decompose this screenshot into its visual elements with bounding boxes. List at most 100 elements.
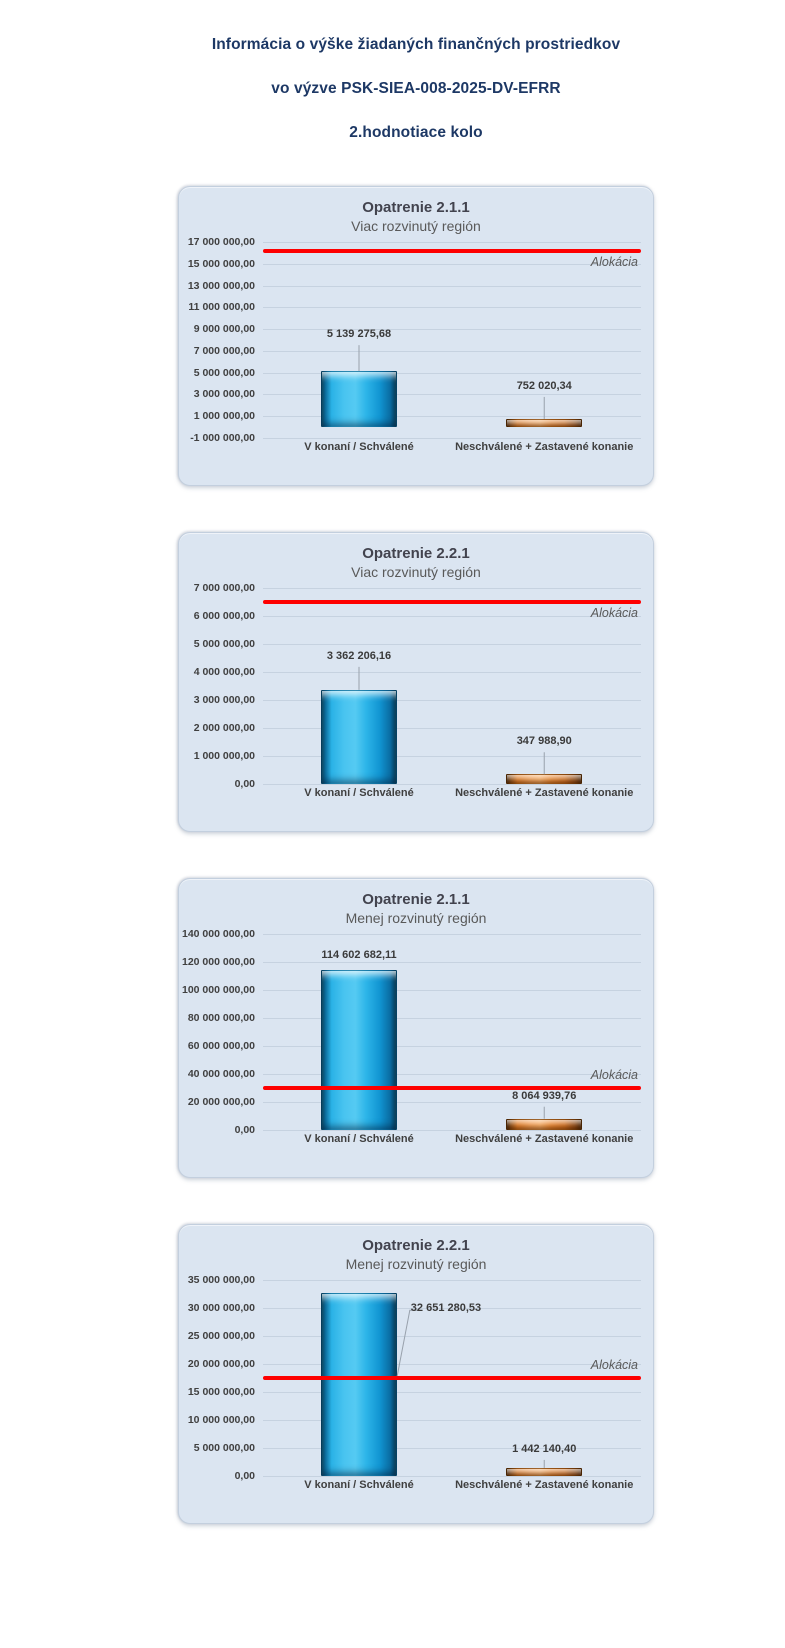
- y-tick-label: 0,00: [234, 778, 255, 790]
- y-tick-label: 25 000 000,00: [187, 1330, 255, 1342]
- gridline: [263, 1046, 641, 1047]
- gridline: [263, 700, 641, 701]
- page-title-line-1: Informácia o výške žiadaných finančných …: [211, 36, 621, 53]
- bar-value-label: 752 020,34: [516, 379, 572, 392]
- leader-lines: [543, 1106, 545, 1119]
- x-category-label: V konaní / Schválené: [304, 1133, 414, 1145]
- y-axis: 35 000 000,00 30 000 000,00 25 000 000,00 2…: [179, 1274, 263, 1482]
- gridline: [263, 728, 641, 729]
- plot-row: 35 000 000,00 30 000 000,00 25 000 000,00 2…: [179, 1274, 653, 1482]
- bar-v-konani-schvalene: [321, 689, 397, 784]
- bar-value-label: 114 602 682,11: [321, 948, 397, 961]
- gridline: [263, 242, 641, 243]
- chart-title: Opatrenie 2.2.1: [362, 1237, 470, 1254]
- y-tick-label: 80 000 000,00: [187, 1012, 255, 1024]
- gridline: [263, 1018, 641, 1019]
- y-tick-label: 140 000 000,00: [182, 928, 255, 940]
- y-tick-label: 9 000 000,00: [193, 323, 255, 336]
- bar-value-label: 8 064 939,76: [512, 1089, 577, 1102]
- y-tick-label: 0,00: [234, 1124, 255, 1136]
- bar-neschvalene-zastavene: [506, 1118, 583, 1130]
- chart-panel-1: Opatrenie 2.1.1 Viac rozvinutý región 17…: [178, 186, 654, 486]
- gridline: [263, 616, 641, 617]
- plot-row: 140 000 000,00 120 000 000,00 100 000 000,…: [179, 928, 653, 1136]
- y-tick-label: 100 000 000,00: [182, 984, 255, 996]
- chart-panel-3: Opatrenie 2.1.1 Menej rozvinutý región 1…: [178, 878, 654, 1178]
- y-tick-label: 6 000 000,00: [193, 610, 255, 622]
- leader-lines: [358, 666, 545, 775]
- gridline: [263, 285, 641, 287]
- y-tick-label: 7 000 000,00: [193, 344, 255, 357]
- chart-title: Opatrenie 2.1.1: [362, 891, 470, 908]
- gridline: [263, 1392, 641, 1393]
- y-tick-label: 35 000 000,00: [187, 1274, 255, 1286]
- bar-neschvalene-zastavene: [506, 418, 583, 428]
- chart-subtitle: Viac rozvinutý región: [351, 218, 481, 234]
- x-axis: V konaní / Schválené Neschválené + Zastav…: [263, 1476, 641, 1496]
- gridline: [263, 1448, 641, 1449]
- page-title-line-2: vo výzve PSK-SIEA-008-2025-DV-EFRR: [271, 80, 561, 97]
- gridline: [263, 962, 641, 963]
- y-tick-label: 20 000 000,00: [187, 1096, 255, 1108]
- gridline: [263, 1336, 641, 1337]
- y-tick-label: 3 000 000,00: [193, 694, 255, 706]
- x-axis: V konaní / Schválené Neschválené + Zastav…: [263, 784, 641, 804]
- gridline: [263, 934, 641, 935]
- gridline: [263, 756, 641, 757]
- allocation-line: [263, 1086, 641, 1090]
- chart-subtitle: Menej rozvinutý región: [345, 910, 487, 926]
- x-category-label: Neschválené + Zastavené konanie: [455, 787, 634, 799]
- y-tick-label: 5 000 000,00: [193, 1442, 255, 1454]
- y-tick-label: 5 000 000,00: [193, 638, 255, 650]
- gridline: [263, 416, 641, 418]
- bar-v-konani-schvalene: [321, 371, 397, 428]
- gridline: [263, 1102, 641, 1103]
- bar-v-konani-schvalene: [321, 1293, 397, 1476]
- x-category-label: V konaní / Schválené: [304, 1479, 414, 1491]
- gridline: [263, 438, 641, 439]
- x-category-label: V konaní / Schválené: [304, 441, 414, 453]
- allocation-line: [263, 600, 641, 604]
- leader-lines: [358, 345, 545, 419]
- x-category-label: Neschválené + Zastavené konanie: [455, 1479, 634, 1491]
- y-axis: 7 000 000,00 6 000 000,00 5 000 000,00 4 00…: [179, 582, 263, 790]
- bar-neschvalene-zastavene: [506, 774, 583, 784]
- chart-subtitle: Viac rozvinutý región: [351, 564, 481, 580]
- allocation-label: Alokácia: [590, 1068, 638, 1082]
- bar-value-label: 347 988,90: [516, 735, 572, 748]
- gridline: [263, 1130, 641, 1131]
- gridline: [263, 372, 641, 374]
- bar-value-label: 3 362 206,16: [326, 649, 392, 662]
- charts-container: Opatrenie 2.1.1 Viac rozvinutý región 17…: [0, 186, 785, 1524]
- bar-value-label: 1 442 140,40: [512, 1442, 577, 1455]
- leader-lines: [396, 1309, 545, 1468]
- gridline: [263, 644, 641, 645]
- page-title: Informácia o výške žiadaných finančných …: [178, 36, 654, 142]
- x-category-label: V konaní / Schválené: [304, 787, 414, 799]
- x-category-label: Neschválené + Zastavené konanie: [455, 1133, 634, 1145]
- gridline: [263, 588, 641, 589]
- y-tick-label: 10 000 000,00: [187, 1414, 255, 1426]
- gridline: [263, 1476, 641, 1477]
- chart-title: Opatrenie 2.1.1: [362, 199, 470, 216]
- y-tick-label: 13 000 000,00: [187, 279, 255, 292]
- gridline: [263, 263, 641, 265]
- chart-panel-2: Opatrenie 2.2.1 Viac rozvinutý región 7 …: [178, 532, 654, 832]
- y-tick-label: 15 000 000,00: [187, 257, 255, 270]
- gridline: [263, 1364, 641, 1365]
- plot-area: 3 362 206,16 347 988,90 Alokácia: [263, 588, 641, 785]
- gridline: [263, 672, 641, 673]
- bar-neschvalene-zastavene: [506, 1467, 583, 1476]
- bar-v-konani-schvalene: [321, 969, 397, 1130]
- y-tick-label: 7 000 000,00: [193, 582, 255, 594]
- bar-value-label: 5 139 275,68: [326, 328, 392, 341]
- gridline: [263, 784, 641, 785]
- y-axis: 140 000 000,00 120 000 000,00 100 000 000,…: [179, 928, 263, 1136]
- y-tick-label: 5 000 000,00: [193, 366, 255, 379]
- y-tick-label: 30 000 000,00: [187, 1302, 255, 1314]
- y-tick-label: 60 000 000,00: [187, 1040, 255, 1052]
- y-tick-label: 20 000 000,00: [187, 1358, 255, 1370]
- y-tick-label: 1 000 000,00: [193, 750, 255, 762]
- allocation-line: [263, 248, 641, 253]
- y-tick-label: 40 000 000,00: [187, 1068, 255, 1080]
